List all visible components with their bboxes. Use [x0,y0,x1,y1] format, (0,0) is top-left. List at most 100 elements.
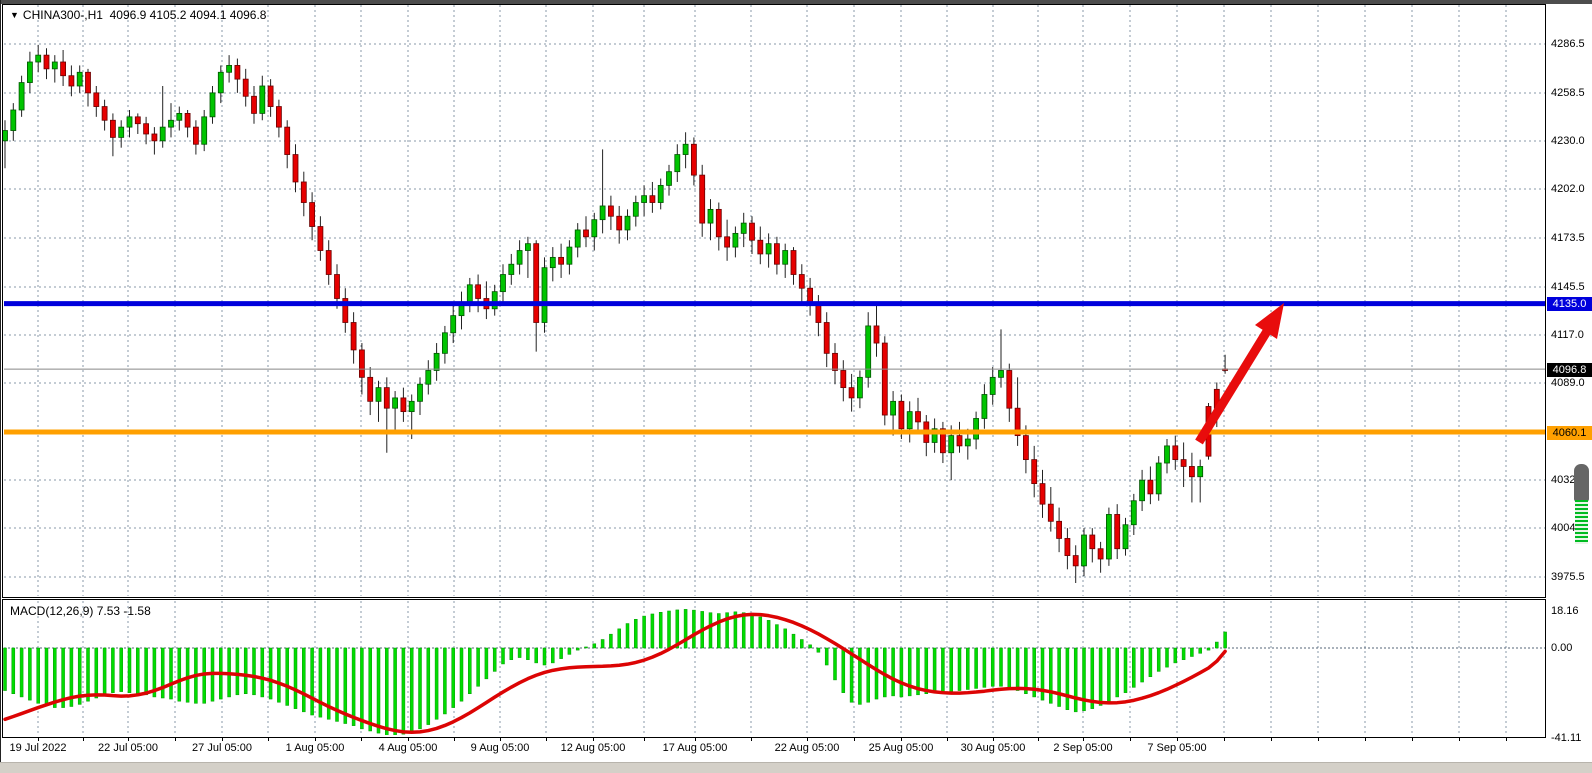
ohlc-low: 4094.1 [189,8,227,22]
candle-bullish [76,71,83,87]
macd-histogram-bar [409,647,414,733]
candle-bearish [134,116,141,125]
macd-histogram-bar [11,647,16,695]
time-axis-tick [593,737,594,741]
macd-histogram-bar [766,620,771,649]
candle-bearish [608,205,614,217]
macd-histogram-bar [916,647,920,696]
main-chart-panel[interactable] [2,4,1546,598]
macd-axis-label: -41.11 [1551,732,1582,744]
candle-bearish [110,119,116,138]
candle-bearish [832,352,838,371]
macd-histogram-bar [1082,647,1086,712]
candle-bearish [1072,555,1079,567]
macd-histogram-bar [824,647,829,666]
bottom-status-strip [0,762,1592,773]
candle-bullish [599,205,606,221]
time-axis-tick [500,737,501,741]
macd-histogram-bar [28,647,32,701]
macd-histogram-bar [177,647,182,702]
candle-bearish [143,123,150,135]
candlestick-chart[interactable] [3,5,1545,596]
candle-bearish [790,250,797,275]
macd-histogram-bar [127,647,132,693]
time-axis-tick [901,737,902,741]
candle-bullish [516,250,523,265]
candle-bearish [774,243,780,265]
macd-histogram-bar [949,647,953,692]
symbol-marker-icon: ▼ [10,10,19,20]
candle-bullish [3,130,8,142]
horizontal-scrollbar-track[interactable] [0,0,1592,4]
price-axis-label: 3975.5 [1551,571,1585,583]
macd-histogram-bar [443,647,447,715]
candle-bullish [641,195,647,203]
candle-bullish [740,222,747,234]
macd-histogram-bar [617,628,621,649]
macd-histogram-bar [86,647,90,702]
candle-bearish [724,236,730,248]
macd-histogram-bar [252,647,256,696]
candle-bearish [583,229,589,238]
macd-histogram-bar [551,647,555,664]
time-axis-tick [644,737,645,741]
macd-histogram-bar [642,615,646,649]
candle-bearish [383,387,390,409]
time-axis-tick [751,737,752,741]
candle-bullish [176,113,183,121]
candle-bullish [865,325,872,378]
macd-histogram-bar [484,647,489,680]
macd-chart[interactable] [3,600,1545,735]
candle-bullish [591,219,598,238]
trend-arrow-shaft[interactable] [1195,325,1273,445]
macd-histogram-bar [160,647,165,699]
time-axis-label: 9 Aug 05:00 [470,742,530,754]
time-axis-tick [546,737,547,741]
macd-histogram-bar [1098,647,1103,706]
macd-histogram-bar [36,647,40,704]
candle-bullish [1106,514,1112,560]
time-axis-tick [175,737,176,741]
candle-bullish [375,387,382,402]
price-badge: 4096.8 [1547,363,1592,377]
candle-bullish [682,143,689,155]
macd-histogram-bar [1132,647,1136,688]
macd-histogram-bar [534,647,538,664]
macd-histogram-bar [1057,647,1061,707]
candle-bullish [525,243,531,251]
macd-indicator-panel[interactable] [2,599,1546,738]
candle-bullish [981,394,988,419]
macd-histogram-bar [360,647,364,730]
candle-bearish [1189,466,1195,478]
candle-bullish [35,54,42,63]
time-axis-tick [315,737,316,741]
candle-bearish [1180,459,1187,467]
candle-bullish [674,154,681,173]
scroll-thumb-artifact[interactable] [1574,464,1589,544]
macd-histogram-bar [169,647,173,700]
scroll-thumb-icon[interactable] [1574,464,1589,502]
macd-histogram-bar [1206,647,1211,651]
macd-histogram-bar [1190,647,1194,657]
candle-bullish [657,184,664,203]
candle-bullish [126,116,133,128]
time-axis-label: 27 Jul 05:00 [192,742,252,754]
macd-histogram-bar [600,639,605,649]
candle-bullish [574,229,581,248]
macd-histogram-bar [326,647,331,720]
macd-histogram-bar [1156,647,1161,672]
macd-histogram-bar [94,647,99,699]
time-axis-tick [1177,737,1178,741]
macd-histogram-bar [907,647,912,697]
macd-histogram-bar [1065,647,1070,710]
macd-axis-label: 0.00 [1551,642,1573,654]
candle-bullish [549,256,556,269]
macd-histogram-bar [61,647,65,708]
macd-histogram-bar [310,647,314,716]
symbol-timeframe: CHINA300-,H1 [22,8,103,22]
candle-bearish [43,54,50,70]
trend-arrow-head[interactable] [1255,303,1284,339]
time-axis-tick [222,737,223,741]
time-axis-tick [361,737,362,741]
time-axis-tick [38,737,39,741]
